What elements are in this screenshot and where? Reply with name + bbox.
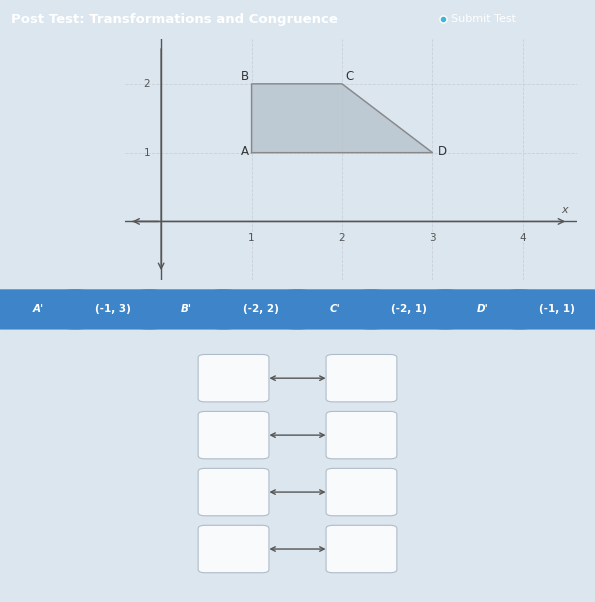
Text: 1: 1	[143, 147, 151, 158]
FancyBboxPatch shape	[362, 290, 455, 329]
Text: Post Test: Transformations and Congruence: Post Test: Transformations and Congruenc…	[11, 13, 337, 26]
Text: (-1, 1): (-1, 1)	[538, 305, 574, 314]
Text: C: C	[346, 70, 354, 82]
Text: 1: 1	[248, 233, 255, 243]
FancyBboxPatch shape	[66, 290, 159, 329]
FancyBboxPatch shape	[140, 290, 233, 329]
Text: 2: 2	[339, 233, 345, 243]
FancyBboxPatch shape	[326, 526, 397, 573]
Text: 4: 4	[519, 233, 526, 243]
FancyBboxPatch shape	[288, 290, 381, 329]
Text: 3: 3	[429, 233, 436, 243]
Text: A': A'	[33, 305, 44, 314]
FancyBboxPatch shape	[0, 290, 84, 329]
Text: 2: 2	[143, 79, 151, 89]
Text: Submit Test: Submit Test	[451, 14, 516, 25]
Text: C': C'	[329, 305, 340, 314]
Text: D: D	[438, 146, 447, 158]
Text: (-1, 3): (-1, 3)	[95, 305, 130, 314]
FancyBboxPatch shape	[326, 411, 397, 459]
Text: B: B	[241, 70, 249, 82]
FancyBboxPatch shape	[198, 411, 269, 459]
FancyBboxPatch shape	[326, 468, 397, 516]
FancyBboxPatch shape	[436, 290, 529, 329]
Text: B': B'	[181, 305, 192, 314]
Text: x: x	[561, 205, 568, 214]
Text: (-2, 1): (-2, 1)	[390, 305, 427, 314]
FancyBboxPatch shape	[326, 355, 397, 402]
FancyBboxPatch shape	[214, 290, 307, 329]
FancyBboxPatch shape	[511, 290, 595, 329]
FancyBboxPatch shape	[198, 526, 269, 573]
FancyBboxPatch shape	[198, 468, 269, 516]
Text: (-2, 2): (-2, 2)	[243, 305, 278, 314]
Polygon shape	[252, 84, 433, 153]
FancyBboxPatch shape	[198, 355, 269, 402]
Text: D': D'	[477, 305, 488, 314]
Text: A: A	[241, 146, 249, 158]
